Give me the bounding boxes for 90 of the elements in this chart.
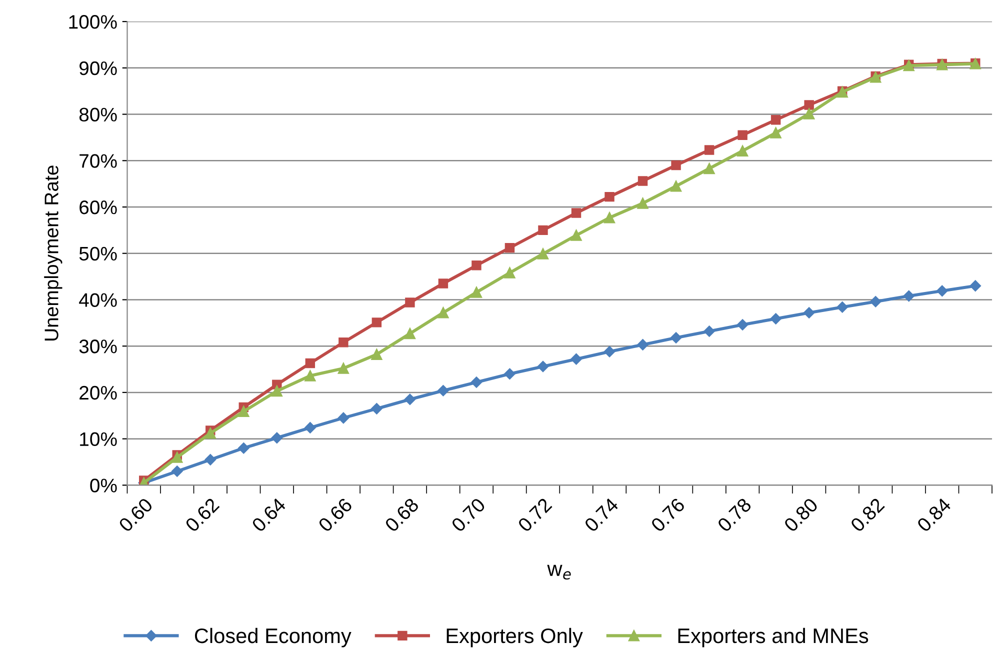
- legend-label: Exporters Only: [446, 628, 583, 648]
- point: [671, 160, 681, 170]
- point: [470, 376, 482, 388]
- point: [405, 298, 415, 308]
- point: [570, 353, 582, 365]
- y-tick-label: 0%: [90, 478, 117, 492]
- point: [803, 307, 815, 318]
- point: [704, 162, 715, 174]
- x-tick-label: 0.80: [783, 497, 819, 533]
- y-tick-label: 90%: [80, 61, 117, 76]
- point: [172, 452, 183, 463]
- point: [704, 145, 714, 155]
- point: [371, 403, 382, 414]
- x-tick-label: 0.82: [850, 497, 886, 533]
- point: [204, 454, 216, 466]
- x-tick-label: 0.72: [517, 497, 552, 533]
- x-tick-label: 0.74: [584, 497, 620, 533]
- point: [804, 100, 814, 110]
- point: [638, 176, 648, 186]
- point: [537, 248, 549, 260]
- point: [704, 326, 715, 337]
- point: [172, 466, 183, 477]
- y-tick-label: 10%: [80, 432, 117, 446]
- point: [238, 406, 250, 418]
- point: [637, 198, 648, 209]
- point: [736, 319, 748, 330]
- point: [438, 278, 448, 288]
- y-tick-label: 30%: [79, 340, 117, 354]
- point: [305, 358, 316, 368]
- legend-label: Closed Economy: [194, 628, 352, 648]
- x-tick-label: 0.60: [118, 497, 154, 533]
- point: [504, 242, 515, 253]
- point: [404, 394, 416, 406]
- point: [271, 432, 283, 444]
- point: [571, 208, 582, 218]
- y-tick-label: 40%: [79, 293, 117, 307]
- point: [637, 339, 648, 350]
- x-tick-label: 0.84: [916, 497, 952, 533]
- legend-label: Exporters and MNEs: [678, 628, 868, 648]
- point: [372, 318, 382, 328]
- y-tick-label: 70%: [80, 154, 117, 168]
- y-tick-label: 100%: [69, 15, 117, 29]
- y-axis-title: Unemployment Rate: [44, 166, 62, 340]
- point: [903, 290, 914, 302]
- point: [304, 422, 316, 434]
- point: [338, 338, 348, 348]
- point: [604, 192, 614, 202]
- point: [770, 313, 782, 324]
- y-tick-label: 60%: [80, 200, 117, 214]
- point: [670, 180, 682, 192]
- point: [338, 412, 350, 424]
- x-axis-title: w$_{e}$: [547, 564, 571, 580]
- point: [304, 370, 316, 382]
- point: [836, 302, 848, 313]
- point: [438, 384, 449, 396]
- x-tick-label: 0.76: [650, 497, 686, 533]
- x-tick-label: 0.68: [384, 497, 420, 533]
- point: [670, 332, 682, 344]
- point: [538, 225, 548, 236]
- point: [804, 108, 815, 120]
- point: [470, 286, 482, 298]
- x-tick-label: 0.70: [450, 497, 486, 533]
- point: [504, 368, 516, 380]
- point: [570, 230, 582, 241]
- point: [870, 296, 882, 308]
- point: [371, 348, 382, 360]
- y-tick-label: 80%: [79, 108, 117, 122]
- y-tick-label: 20%: [80, 386, 117, 400]
- point: [604, 346, 616, 358]
- point: [472, 260, 482, 270]
- point: [770, 114, 781, 125]
- point: [204, 428, 216, 439]
- point: [438, 307, 449, 318]
- point: [970, 280, 981, 292]
- point: [537, 360, 549, 372]
- point: [504, 267, 516, 278]
- point: [737, 145, 748, 156]
- point: [770, 127, 782, 138]
- point: [604, 212, 616, 224]
- point: [738, 130, 748, 140]
- x-tick-label: 0.66: [318, 497, 353, 533]
- x-tick-label: 0.62: [184, 497, 220, 533]
- point: [238, 442, 250, 454]
- x-tick-label: 0.64: [251, 497, 287, 533]
- x-tick-label: 0.78: [716, 497, 752, 533]
- point: [404, 328, 416, 340]
- y-tick-label: 50%: [79, 246, 117, 261]
- point: [936, 285, 948, 297]
- point: [271, 386, 282, 397]
- point: [338, 362, 349, 374]
